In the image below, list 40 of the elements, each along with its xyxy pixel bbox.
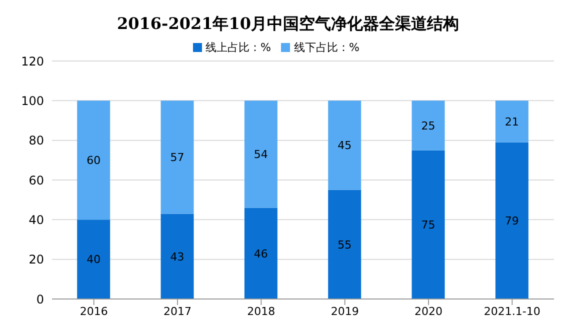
data-label: 43 [170, 250, 184, 264]
data-label: 57 [170, 151, 184, 164]
bar [328, 100, 362, 190]
y-tick-label: 100 [21, 94, 44, 108]
x-tick-label: 2020 [414, 304, 442, 318]
legend-label: 线下占比：% [294, 41, 360, 54]
y-tick-label: 20 [28, 252, 44, 267]
x-tick-label: 2017 [164, 304, 192, 318]
data-label: 21 [504, 115, 519, 128]
bar [244, 208, 278, 299]
bar [328, 190, 362, 299]
y-tick-label: 40 [28, 212, 44, 227]
data-label: 75 [421, 218, 436, 232]
data-label: 79 [504, 214, 519, 228]
x-tick-label: 2016 [80, 304, 108, 318]
y-tick-label: 120 [21, 54, 44, 68]
x-tick-label: 2019 [330, 304, 359, 318]
bar [412, 150, 445, 299]
data-label: 45 [338, 139, 352, 152]
data-label: 46 [254, 247, 268, 260]
bar [244, 100, 278, 208]
x-tick-label: 2021.1-10 [484, 304, 540, 318]
bar [77, 220, 110, 299]
bar [77, 100, 110, 220]
data-label: 40 [86, 253, 101, 266]
chart-title: 2016-2021年10月中国空气净化器全渠道结构 [116, 13, 460, 35]
y-tick-label: 60 [28, 173, 44, 188]
bar [160, 100, 194, 214]
data-label: 54 [254, 148, 268, 162]
bar [495, 100, 528, 142]
y-tick-label: 80 [28, 134, 44, 148]
data-label: 60 [86, 154, 101, 168]
legend-label: 线上占比：% [206, 41, 271, 54]
bar [495, 142, 528, 299]
data-label: 25 [421, 119, 436, 132]
bar [160, 214, 194, 299]
y-tick-label: 0 [36, 292, 44, 306]
data-label: 55 [338, 238, 352, 252]
x-tick-label: 2018 [247, 304, 276, 318]
bar [412, 100, 445, 150]
